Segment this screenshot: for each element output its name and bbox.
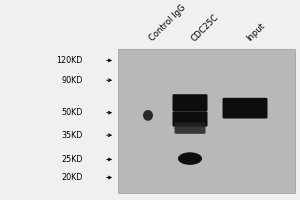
FancyBboxPatch shape: [172, 111, 208, 127]
Text: 90KD: 90KD: [61, 76, 83, 85]
Text: Control IgG: Control IgG: [148, 3, 188, 43]
Text: Input: Input: [245, 22, 267, 43]
Text: CDC25C: CDC25C: [190, 12, 221, 43]
Text: 120KD: 120KD: [57, 56, 83, 65]
FancyBboxPatch shape: [223, 98, 268, 119]
Ellipse shape: [178, 152, 202, 165]
Text: 20KD: 20KD: [61, 173, 83, 182]
FancyBboxPatch shape: [172, 94, 208, 111]
Bar: [118, 49, 295, 193]
Text: 25KD: 25KD: [61, 155, 83, 164]
FancyBboxPatch shape: [175, 122, 206, 134]
Text: 35KD: 35KD: [61, 131, 83, 140]
Ellipse shape: [143, 110, 153, 121]
Text: 50KD: 50KD: [61, 108, 83, 117]
